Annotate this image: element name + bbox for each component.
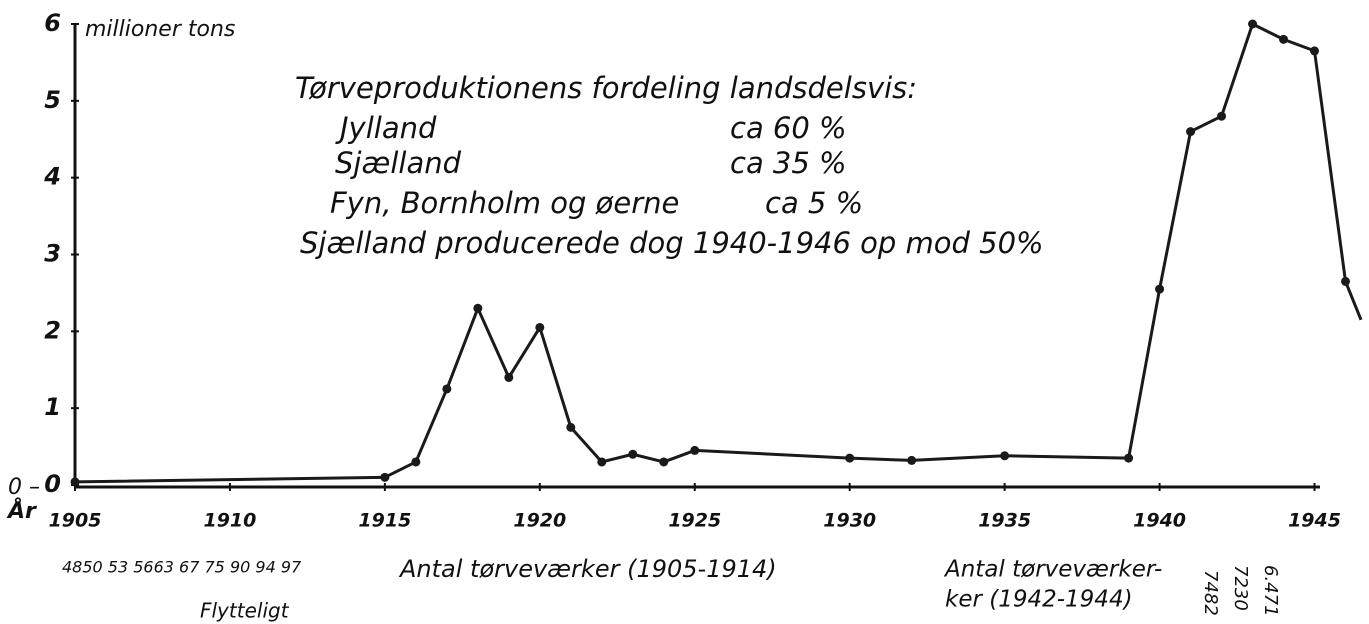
data-point — [597, 457, 606, 466]
annotation: ca 35 % — [730, 146, 847, 180]
annotation: 0 – — [8, 475, 40, 500]
annotation: Antal tørveværker- — [943, 557, 1162, 583]
data-point — [442, 384, 451, 393]
data-point — [1000, 451, 1009, 460]
x-tick-label: 1920 — [513, 510, 566, 532]
annotation: ca 5 % — [765, 186, 863, 220]
y-tick-label: 5 — [44, 86, 61, 114]
data-point — [907, 456, 916, 465]
data-point — [1186, 127, 1195, 136]
chart: millioner tons År 0 1 2 3 4 5 6 1905 1910 1915 192… — [0, 0, 1369, 624]
x-tick-label: 1945 — [1288, 510, 1341, 532]
data-point — [1248, 20, 1257, 29]
annotation: 4850 53 5663 67 75 90 94 97 — [62, 558, 302, 577]
annotation: 7230 — [1230, 565, 1251, 611]
annotation: Antal tørveværker (1905-1914) — [398, 555, 777, 583]
annotation: Sjælland producerede dog 1940-1946 op mo… — [300, 226, 1044, 260]
data-point — [411, 457, 420, 466]
data-point — [504, 373, 513, 382]
x-tick-label: 1910 — [203, 510, 256, 532]
x-tick-label: 1935 — [978, 510, 1031, 532]
y-axis-label: millioner tons — [85, 17, 235, 42]
annotation: Tørveproduktionens fordeling landsdelsvi… — [295, 71, 917, 105]
x-tick-label: 1915 — [358, 510, 411, 532]
x-tick-label: 1930 — [823, 510, 876, 532]
x-axis-label: År — [6, 498, 37, 524]
annotation: ca 60 % — [730, 111, 847, 145]
data-point — [566, 423, 575, 432]
data-point — [1217, 112, 1226, 121]
annotation: Fyn, Bornholm og øerne — [330, 186, 679, 220]
annotation: ker (1942-1944) — [945, 587, 1133, 613]
y-tick-label: 1 — [44, 393, 61, 421]
data-point — [1310, 46, 1319, 55]
data-point — [1341, 277, 1350, 286]
data-point — [71, 477, 80, 486]
data-point — [628, 450, 637, 459]
annotation: 7482 — [1200, 570, 1221, 616]
data-point — [690, 446, 699, 455]
data-point — [1279, 35, 1288, 44]
data-point — [845, 454, 854, 463]
y-tick-label: 6 — [44, 9, 61, 37]
y-tick-label: 2 — [44, 316, 61, 344]
data-point — [1124, 454, 1133, 463]
y-tick-label: 3 — [44, 240, 61, 268]
data-point — [659, 457, 668, 466]
data-point — [535, 323, 544, 332]
x-tick-label: 1940 — [1133, 510, 1186, 532]
x-tick-label: 1905 — [49, 510, 102, 532]
data-point — [380, 473, 389, 482]
y-tick-label: 0 — [44, 470, 61, 498]
annotation: Jylland — [335, 111, 437, 145]
y-tick-label: 4 — [43, 163, 61, 191]
annotation: Sjælland — [335, 146, 462, 180]
data-point — [473, 304, 482, 313]
x-tick-label: 1925 — [668, 510, 721, 532]
annotation: Flytteligt — [200, 599, 290, 623]
annotation: 6.471 — [1260, 565, 1281, 617]
data-point — [1155, 285, 1164, 294]
